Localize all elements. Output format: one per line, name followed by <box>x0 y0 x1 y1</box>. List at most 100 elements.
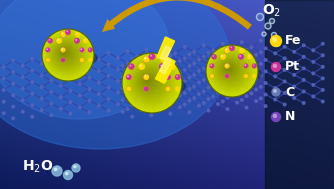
Circle shape <box>192 61 196 65</box>
Circle shape <box>210 74 214 78</box>
Circle shape <box>292 50 296 54</box>
Circle shape <box>211 71 215 75</box>
Circle shape <box>126 49 130 53</box>
Circle shape <box>216 56 220 60</box>
Circle shape <box>154 99 158 103</box>
Circle shape <box>145 77 151 83</box>
Circle shape <box>168 89 172 93</box>
Circle shape <box>144 86 149 91</box>
Circle shape <box>240 98 244 102</box>
Circle shape <box>30 69 34 73</box>
Circle shape <box>176 75 178 77</box>
Circle shape <box>88 47 93 52</box>
Circle shape <box>219 59 240 80</box>
Circle shape <box>116 91 120 94</box>
Circle shape <box>11 70 15 74</box>
Circle shape <box>173 98 177 101</box>
Circle shape <box>68 66 72 70</box>
Bar <box>265 0 334 189</box>
Circle shape <box>225 96 229 100</box>
Circle shape <box>144 76 153 85</box>
Circle shape <box>135 67 165 97</box>
Circle shape <box>292 61 296 65</box>
Circle shape <box>159 64 165 70</box>
Circle shape <box>97 81 101 84</box>
Circle shape <box>126 61 130 65</box>
Circle shape <box>259 96 263 100</box>
Circle shape <box>220 54 226 59</box>
Circle shape <box>221 42 225 46</box>
Circle shape <box>107 86 111 90</box>
Circle shape <box>59 84 63 88</box>
Polygon shape <box>52 166 62 176</box>
Circle shape <box>259 62 263 66</box>
Circle shape <box>183 79 187 83</box>
Circle shape <box>273 51 277 55</box>
Circle shape <box>123 54 180 111</box>
Circle shape <box>134 65 166 98</box>
Circle shape <box>225 64 229 68</box>
Circle shape <box>160 56 167 62</box>
Circle shape <box>11 116 15 120</box>
FancyArrowPatch shape <box>102 0 252 32</box>
Circle shape <box>202 89 206 93</box>
Text: Pt: Pt <box>285 60 300 74</box>
Circle shape <box>244 64 246 66</box>
Circle shape <box>207 46 257 96</box>
Circle shape <box>61 48 63 50</box>
Circle shape <box>66 30 68 32</box>
Circle shape <box>131 62 170 101</box>
Circle shape <box>209 49 254 93</box>
Circle shape <box>178 94 182 98</box>
Circle shape <box>311 94 315 98</box>
Circle shape <box>224 48 230 53</box>
Polygon shape <box>73 164 78 167</box>
Circle shape <box>244 74 248 78</box>
Circle shape <box>45 47 50 52</box>
Circle shape <box>202 43 206 47</box>
Circle shape <box>240 52 244 56</box>
Circle shape <box>264 58 268 62</box>
Circle shape <box>240 49 242 50</box>
Circle shape <box>49 36 85 72</box>
Circle shape <box>259 50 263 54</box>
Polygon shape <box>63 170 72 180</box>
Circle shape <box>262 32 266 36</box>
Circle shape <box>55 43 76 64</box>
Circle shape <box>11 59 15 63</box>
Circle shape <box>48 39 50 41</box>
Circle shape <box>321 76 325 80</box>
Circle shape <box>244 94 248 98</box>
Circle shape <box>244 83 248 87</box>
Circle shape <box>264 93 268 97</box>
Circle shape <box>140 97 144 101</box>
Circle shape <box>42 29 94 81</box>
Circle shape <box>283 103 287 107</box>
Circle shape <box>283 68 287 72</box>
Circle shape <box>59 72 63 76</box>
Circle shape <box>170 64 176 70</box>
Circle shape <box>52 40 80 68</box>
Circle shape <box>168 54 172 58</box>
Circle shape <box>235 66 239 70</box>
Circle shape <box>149 67 153 71</box>
Circle shape <box>57 39 59 41</box>
Circle shape <box>244 74 248 78</box>
Circle shape <box>302 101 306 105</box>
Circle shape <box>164 69 168 73</box>
Circle shape <box>173 74 177 78</box>
Circle shape <box>273 63 277 67</box>
Text: Fe: Fe <box>285 35 302 47</box>
Circle shape <box>202 55 206 59</box>
Circle shape <box>61 58 65 62</box>
Circle shape <box>154 64 158 68</box>
Circle shape <box>244 106 248 110</box>
Circle shape <box>61 58 65 62</box>
Circle shape <box>149 102 153 106</box>
Circle shape <box>88 87 92 91</box>
Circle shape <box>97 92 101 96</box>
Circle shape <box>240 40 244 44</box>
Circle shape <box>273 114 277 117</box>
Circle shape <box>130 57 134 61</box>
Circle shape <box>257 13 264 20</box>
